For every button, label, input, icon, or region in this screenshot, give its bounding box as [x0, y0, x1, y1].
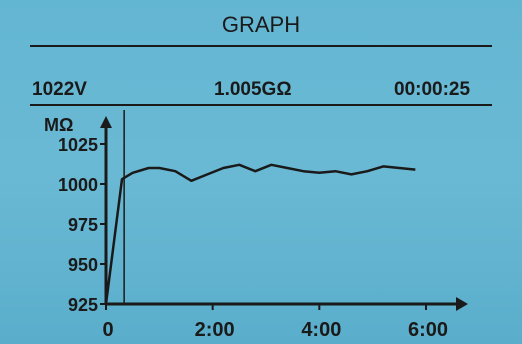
title-divider — [30, 45, 492, 47]
x-tick-label: 2:00 — [195, 319, 235, 341]
resistance-readout: 1.005GΩ — [214, 79, 292, 100]
status-divider — [30, 104, 492, 106]
elapsed-time-readout: 00:00:25 — [394, 79, 471, 100]
x-tick-label: 0 — [102, 319, 113, 341]
x-tick-label: 4:00 — [301, 319, 341, 341]
x-tick-label: 6:00 — [408, 319, 448, 341]
y-tick-label: 975 — [68, 215, 98, 235]
voltage-readout: 1022V — [32, 79, 87, 100]
y-tick-label: 950 — [68, 255, 98, 275]
y-tick-label: 1025 — [58, 135, 98, 155]
resistance-series-line — [104, 163, 416, 305]
x-axis-arrow — [456, 297, 468, 311]
y-axis-arrow — [100, 116, 112, 128]
screen-title: GRAPH — [221, 12, 301, 37]
y-tick-label: 1000 — [58, 175, 98, 195]
y-tick-label: 925 — [68, 295, 98, 315]
y-axis-label: MΩ — [44, 115, 73, 135]
